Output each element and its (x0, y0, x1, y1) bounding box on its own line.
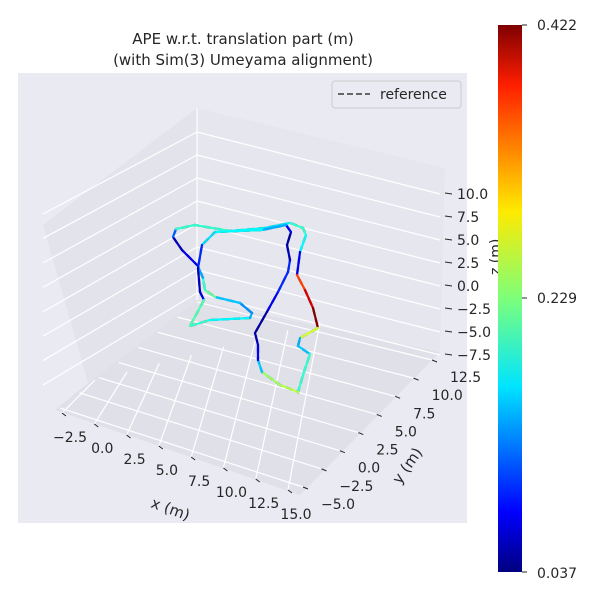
z-tick-label: 10.0 (457, 187, 488, 203)
trajectory-segment (298, 326, 320, 340)
legend: reference (331, 80, 462, 109)
trajectory-segment (201, 276, 207, 292)
trajectory-segment (256, 358, 264, 374)
z-tick-label: −2.5 (457, 302, 491, 318)
trajectory-segment (200, 230, 217, 247)
trajectory-segment (198, 290, 206, 302)
x-tick-label: 0.0 (91, 441, 113, 457)
trajectory-segment (302, 352, 312, 374)
trajectory-segment (301, 226, 308, 237)
back-right-pane (197, 108, 445, 352)
chart-title-line1: APE w.r.t. translation part (m) (132, 30, 353, 48)
trajectory-segment (284, 223, 293, 234)
trajectory-segment (188, 298, 206, 328)
trajectory-segment (266, 290, 280, 312)
trajectory-segment (295, 273, 307, 292)
trajectory-segment (296, 344, 312, 356)
y-tick-label: −2.5 (339, 479, 373, 495)
legend-label: reference (380, 87, 447, 103)
trajectory-segment (196, 243, 204, 270)
z-tick-label: 0.0 (457, 279, 479, 295)
chart-title-line2: (with Sim(3) Umeyama alignment) (113, 51, 373, 69)
trajectory-segment (260, 370, 282, 387)
trajectory-segment (260, 223, 288, 232)
trajectory-segment (288, 221, 305, 230)
trajectory-segment (208, 316, 252, 322)
trajectory-segment (278, 383, 300, 394)
trajectory-segment (296, 370, 306, 394)
trajectory-segment (213, 295, 242, 305)
trajectory-segment (296, 336, 302, 348)
trajectory-segment (295, 250, 302, 277)
y-tick-label: 5.0 (395, 424, 417, 440)
x-tick-label: −2.5 (53, 430, 87, 446)
y-tick-label: 2.5 (376, 443, 398, 459)
trajectory-segment (303, 288, 315, 310)
trajectory-segment (188, 318, 212, 328)
z-tick-label: 7.5 (457, 210, 479, 226)
trajectory-segment (238, 301, 254, 315)
y-tick-label: 7.5 (413, 406, 435, 422)
y-tick-label: −5.0 (321, 497, 355, 513)
trajectory-segment (253, 331, 260, 347)
trajectory-segment (285, 230, 293, 247)
trajectory-segment (263, 221, 292, 230)
trajectory-segment (276, 270, 290, 294)
trajectory-segment (311, 306, 320, 330)
x-tick-label: 15.0 (280, 507, 311, 523)
trajectory-segment (174, 223, 197, 231)
trajectory-segment (180, 248, 200, 268)
trajectory-segment (171, 227, 178, 239)
trajectory-segment (196, 266, 202, 294)
trajectory-segment (193, 223, 232, 233)
z-tick-label: 5.0 (457, 233, 479, 249)
y-tick-label: 12.5 (450, 370, 481, 386)
z-tick-label: −5.0 (457, 325, 491, 341)
x-tick-label: 7.5 (188, 474, 210, 490)
colorbar-tick-min: 0.037 (537, 566, 577, 582)
colorbar-tick-max: 0.422 (537, 18, 577, 34)
trajectory-segment (213, 228, 264, 234)
trajectory-segment (286, 258, 292, 274)
z-tick-label: 2.5 (457, 256, 479, 272)
estimated-trajectory (171, 221, 320, 394)
trajectory-segment (285, 243, 292, 262)
floor-pane (55, 300, 440, 495)
y-tick-label: 0.0 (358, 461, 380, 477)
trajectory-segment (203, 288, 217, 299)
trajectory-segment (298, 233, 308, 254)
x-tick-label: 12.5 (248, 496, 279, 512)
x-tick-label: 10.0 (216, 485, 247, 501)
y-tick-label: 10.0 (432, 388, 463, 404)
x-tick-label: 2.5 (123, 452, 145, 468)
trajectory-segment (171, 235, 184, 252)
colorbar-tick-mid: 0.229 (537, 291, 577, 307)
z-tick-label: −7.5 (457, 348, 491, 364)
trajectory-segment (253, 308, 270, 335)
x-tick-label: 5.0 (156, 463, 178, 479)
colorbar (498, 25, 522, 572)
